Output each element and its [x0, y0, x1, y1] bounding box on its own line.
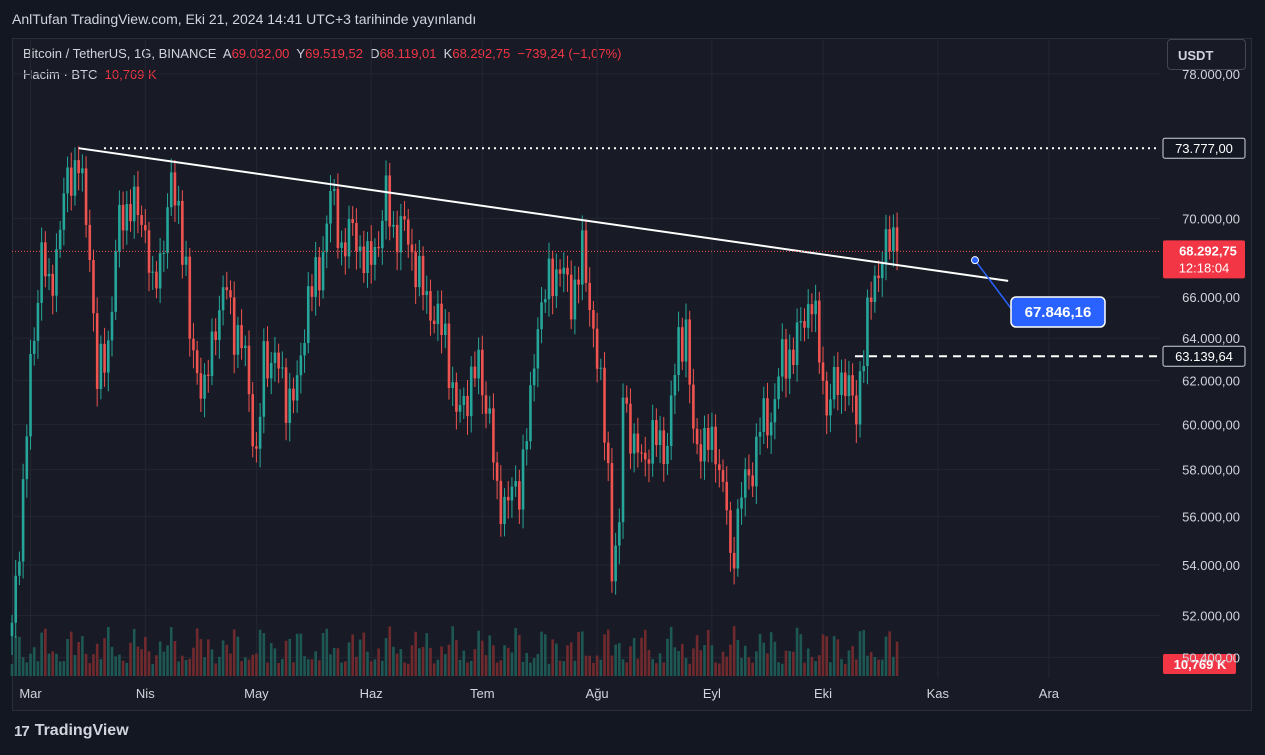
- brand-name: TradingView: [34, 722, 129, 739]
- currency-button[interactable]: USDT: [1167, 39, 1246, 70]
- volume-legend: Hacim · BTC 10,769 K: [23, 67, 157, 82]
- open-label: A: [222, 46, 232, 61]
- volume-value: 10,769 K: [104, 67, 157, 82]
- tradingview-brand[interactable]: 17 TradingView: [14, 722, 129, 740]
- high-value: 69.519,52: [305, 46, 363, 61]
- published-header: AnlTufan TradingView.com, Eki 21, 2024 1…: [12, 11, 477, 27]
- open-value: 69.032,00: [231, 46, 290, 61]
- close-label: K: [443, 46, 453, 61]
- low-label: D: [370, 46, 380, 61]
- close-value: 68.292,75: [452, 46, 511, 61]
- chart-panel: [12, 38, 1252, 711]
- volume-label[interactable]: Hacim · BTC: [23, 67, 98, 82]
- symbol-name[interactable]: Bitcoin / TetherUS, 1G, BINANCE: [23, 46, 217, 61]
- low-value: 68.119,01: [379, 46, 437, 61]
- symbol-legend: Bitcoin / TetherUS, 1G, BINANCE A69.032,…: [23, 46, 622, 61]
- change-value: −739,24 (−1,07%): [517, 46, 622, 61]
- high-label: Y: [296, 46, 306, 61]
- tradingview-logo-icon: 17: [14, 722, 30, 740]
